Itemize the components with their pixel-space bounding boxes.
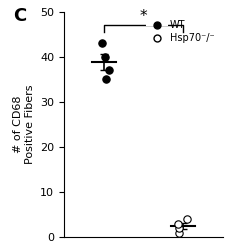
Legend: WT, Hsp70⁻/⁻: WT, Hsp70⁻/⁻ [143, 16, 217, 47]
Point [106, 68, 110, 72]
Point [100, 41, 104, 45]
Text: C: C [13, 7, 26, 25]
Point [177, 230, 180, 234]
Point [103, 55, 106, 59]
Point [177, 226, 180, 230]
Point [104, 77, 108, 81]
Point [176, 222, 180, 226]
Y-axis label: # of CD68
Positive Fibers: # of CD68 Positive Fibers [13, 84, 34, 164]
Text: *: * [139, 9, 147, 24]
Point [185, 217, 188, 221]
